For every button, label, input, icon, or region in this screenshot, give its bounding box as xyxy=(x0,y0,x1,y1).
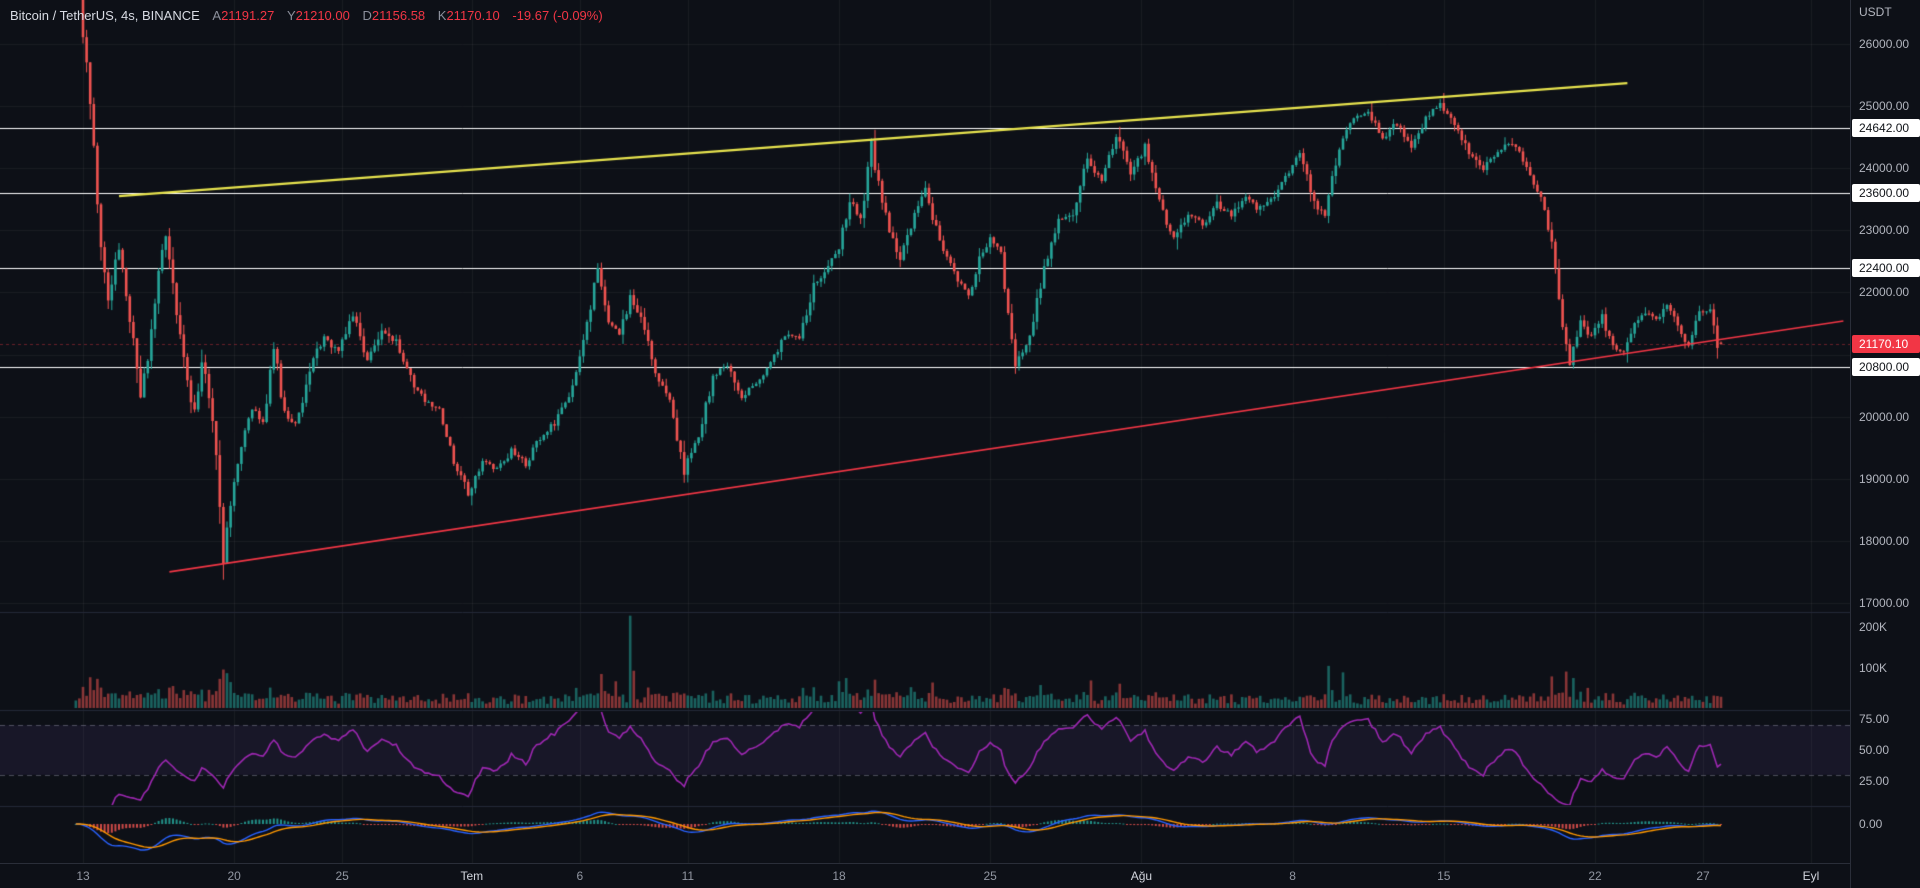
price-line-tag[interactable]: 20800.00 xyxy=(1852,357,1920,376)
ohlc-open-value: 21191.27 xyxy=(221,8,275,23)
time-axis-label: Ağu xyxy=(1130,869,1153,883)
price-axis-label: 25000.00 xyxy=(1859,99,1910,114)
ohlc-open-label: A xyxy=(212,8,222,23)
price-axis-label: 18000.00 xyxy=(1859,533,1910,548)
price-axis-label: 20000.00 xyxy=(1859,409,1910,424)
time-axis-label: 22 xyxy=(1588,869,1602,883)
volume-axis-label: 200K xyxy=(1859,620,1888,634)
time-axis-label: Tem xyxy=(460,869,484,883)
price-axis-label: 19000.00 xyxy=(1859,471,1910,486)
price-line-tag[interactable]: 24642.00 xyxy=(1852,119,1920,138)
ohlc-high-label: Y xyxy=(286,8,296,23)
volume-axis-label: 100K xyxy=(1859,660,1888,675)
price-axis[interactable]: USDT 26000.00 25000.00 24000.00 23000.00 220… xyxy=(1850,0,1920,888)
time-axis-label: Eyl xyxy=(1802,869,1820,883)
ohlc-low-label: D xyxy=(362,8,372,23)
time-axis-label: 25 xyxy=(335,869,349,883)
price-axis-label: 26000.00 xyxy=(1859,37,1910,51)
time-axis-label: 8 xyxy=(1289,869,1296,883)
symbol-title[interactable]: Bitcoin / TetherUS, 4s, BINANCE xyxy=(10,8,200,23)
time-axis-label: 18 xyxy=(832,869,846,883)
time-axis-label: 27 xyxy=(1696,869,1710,883)
time-axis-label: 20 xyxy=(227,869,241,883)
ohlc-close-value: 21170.10 xyxy=(446,8,500,23)
price-line-tag[interactable]: 23600.00 xyxy=(1852,184,1920,203)
rsi-axis-label: 75.00 xyxy=(1859,712,1890,726)
macd-axis-label: 0.00 xyxy=(1859,817,1883,831)
time-axis-label: 13 xyxy=(76,869,90,883)
ohlc-low-value: 21156.58 xyxy=(371,8,426,23)
price-axis-label: 17000.00 xyxy=(1859,595,1910,610)
ohlc-high-value: 21210.00 xyxy=(295,8,350,23)
time-axis-label: 11 xyxy=(681,869,695,883)
time-axis[interactable]: 13 20 25 Tem 6 11 18 25 Ağu 8 15 22 27 Eyl xyxy=(0,863,1850,888)
last-price-tag[interactable]: 21170.10 xyxy=(1852,334,1920,353)
price-line-tag[interactable]: 22400.00 xyxy=(1852,258,1920,277)
price-change: -19.67 (-0.09%) xyxy=(512,8,603,23)
price-axis-label: 23000.00 xyxy=(1859,223,1910,238)
rsi-axis-label: 50.00 xyxy=(1859,743,1890,757)
price-axis-unit: USDT xyxy=(1859,5,1892,19)
time-axis-label: 25 xyxy=(983,869,997,883)
time-axis-label: 15 xyxy=(1437,869,1451,883)
symbol-legend[interactable]: Bitcoin / TetherUS, 4s, BINANCE A21191.2… xyxy=(10,8,603,23)
ohlc-close-label: K xyxy=(437,8,447,23)
rsi-axis-label: 25.00 xyxy=(1859,774,1890,788)
time-axis-label: 6 xyxy=(576,869,584,883)
price-axis-label: 22000.00 xyxy=(1859,285,1910,300)
price-axis-label: 24000.00 xyxy=(1859,161,1910,176)
